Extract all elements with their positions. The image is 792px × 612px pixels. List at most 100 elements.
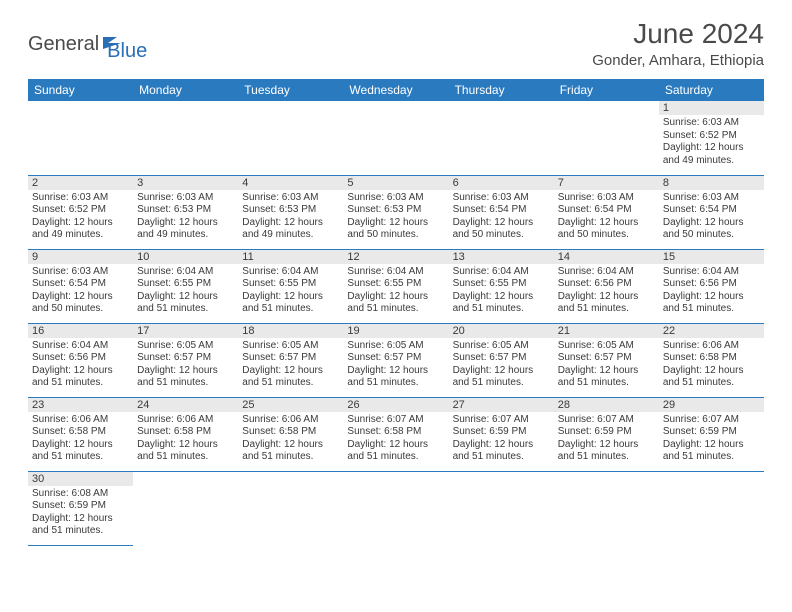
day-details: Sunrise: 6:05 AMSunset: 6:57 PMDaylight:…: [554, 338, 659, 393]
daylight-line: Daylight: 12 hours and 51 minutes.: [32, 365, 129, 390]
sunset-line: Sunset: 6:55 PM: [242, 278, 339, 291]
calendar-day-cell: 14Sunrise: 6:04 AMSunset: 6:56 PMDayligh…: [554, 249, 659, 323]
daylight-line: Daylight: 12 hours and 51 minutes.: [453, 365, 550, 390]
calendar-day-cell: 20Sunrise: 6:05 AMSunset: 6:57 PMDayligh…: [449, 323, 554, 397]
day-number: 17: [133, 324, 238, 338]
brand-part1: General: [28, 33, 99, 56]
sunset-line: Sunset: 6:57 PM: [137, 352, 234, 365]
sunrise-line: Sunrise: 6:04 AM: [453, 266, 550, 279]
sunset-line: Sunset: 6:57 PM: [347, 352, 444, 365]
sunrise-line: Sunrise: 6:05 AM: [347, 340, 444, 353]
calendar-day-cell: 10Sunrise: 6:04 AMSunset: 6:55 PMDayligh…: [133, 249, 238, 323]
day-details: Sunrise: 6:08 AMSunset: 6:59 PMDaylight:…: [28, 486, 133, 541]
page-title: June 2024: [592, 18, 764, 50]
sunrise-line: Sunrise: 6:03 AM: [663, 192, 760, 205]
calendar-day-cell: 17Sunrise: 6:05 AMSunset: 6:57 PMDayligh…: [133, 323, 238, 397]
day-number: 27: [449, 398, 554, 412]
sunrise-line: Sunrise: 6:04 AM: [663, 266, 760, 279]
calendar-day-cell: 22Sunrise: 6:06 AMSunset: 6:58 PMDayligh…: [659, 323, 764, 397]
sunset-line: Sunset: 6:57 PM: [558, 352, 655, 365]
daylight-line: Daylight: 12 hours and 51 minutes.: [242, 439, 339, 464]
weekday-header: Tuesday: [238, 79, 343, 101]
sunset-line: Sunset: 6:58 PM: [347, 426, 444, 439]
sunrise-line: Sunrise: 6:03 AM: [32, 192, 129, 205]
brand-part2: Blue: [107, 26, 147, 63]
day-number: 30: [28, 472, 133, 486]
day-details: Sunrise: 6:05 AMSunset: 6:57 PMDaylight:…: [238, 338, 343, 393]
day-number: 8: [659, 176, 764, 190]
day-details: Sunrise: 6:06 AMSunset: 6:58 PMDaylight:…: [133, 412, 238, 467]
sunset-line: Sunset: 6:55 PM: [347, 278, 444, 291]
calendar-day-cell: 16Sunrise: 6:04 AMSunset: 6:56 PMDayligh…: [28, 323, 133, 397]
calendar-empty-cell: [449, 471, 554, 545]
sunrise-line: Sunrise: 6:04 AM: [558, 266, 655, 279]
sunset-line: Sunset: 6:59 PM: [32, 500, 129, 513]
calendar-empty-cell: [659, 471, 764, 545]
calendar-day-cell: 13Sunrise: 6:04 AMSunset: 6:55 PMDayligh…: [449, 249, 554, 323]
day-number: 11: [238, 250, 343, 264]
sunrise-line: Sunrise: 6:07 AM: [453, 414, 550, 427]
daylight-line: Daylight: 12 hours and 51 minutes.: [137, 365, 234, 390]
day-details: Sunrise: 6:05 AMSunset: 6:57 PMDaylight:…: [343, 338, 448, 393]
sunrise-line: Sunrise: 6:03 AM: [32, 266, 129, 279]
day-number: 16: [28, 324, 133, 338]
daylight-line: Daylight: 12 hours and 51 minutes.: [558, 291, 655, 316]
calendar-empty-cell: [554, 101, 659, 175]
day-details: Sunrise: 6:04 AMSunset: 6:55 PMDaylight:…: [238, 264, 343, 319]
calendar-week-row: 30Sunrise: 6:08 AMSunset: 6:59 PMDayligh…: [28, 471, 764, 545]
day-number: 3: [133, 176, 238, 190]
day-details: Sunrise: 6:07 AMSunset: 6:58 PMDaylight:…: [343, 412, 448, 467]
day-number: 4: [238, 176, 343, 190]
day-details: Sunrise: 6:03 AMSunset: 6:54 PMDaylight:…: [449, 190, 554, 245]
day-number: 6: [449, 176, 554, 190]
sunrise-line: Sunrise: 6:03 AM: [663, 117, 760, 130]
calendar-empty-cell: [343, 471, 448, 545]
sunset-line: Sunset: 6:58 PM: [663, 352, 760, 365]
header: General Blue June 2024 Gonder, Amhara, E…: [0, 0, 792, 75]
day-number: 23: [28, 398, 133, 412]
daylight-line: Daylight: 12 hours and 49 minutes.: [242, 217, 339, 242]
sunrise-line: Sunrise: 6:05 AM: [453, 340, 550, 353]
location-text: Gonder, Amhara, Ethiopia: [592, 52, 764, 69]
calendar-empty-cell: [238, 471, 343, 545]
sunrise-line: Sunrise: 6:05 AM: [242, 340, 339, 353]
sunset-line: Sunset: 6:54 PM: [453, 204, 550, 217]
calendar-day-cell: 15Sunrise: 6:04 AMSunset: 6:56 PMDayligh…: [659, 249, 764, 323]
day-number: 28: [554, 398, 659, 412]
calendar-day-cell: 25Sunrise: 6:06 AMSunset: 6:58 PMDayligh…: [238, 397, 343, 471]
day-number: 26: [343, 398, 448, 412]
day-number: 9: [28, 250, 133, 264]
day-details: Sunrise: 6:04 AMSunset: 6:55 PMDaylight:…: [449, 264, 554, 319]
title-block: June 2024 Gonder, Amhara, Ethiopia: [592, 18, 764, 69]
sunrise-line: Sunrise: 6:06 AM: [137, 414, 234, 427]
sunset-line: Sunset: 6:58 PM: [242, 426, 339, 439]
sunrise-line: Sunrise: 6:08 AM: [32, 488, 129, 501]
day-details: Sunrise: 6:03 AMSunset: 6:52 PMDaylight:…: [28, 190, 133, 245]
sunset-line: Sunset: 6:57 PM: [242, 352, 339, 365]
weekday-header: Friday: [554, 79, 659, 101]
daylight-line: Daylight: 12 hours and 51 minutes.: [453, 291, 550, 316]
day-details: Sunrise: 6:03 AMSunset: 6:53 PMDaylight:…: [238, 190, 343, 245]
sunrise-line: Sunrise: 6:06 AM: [32, 414, 129, 427]
sunrise-line: Sunrise: 6:03 AM: [558, 192, 655, 205]
daylight-line: Daylight: 12 hours and 50 minutes.: [663, 217, 760, 242]
day-number: 14: [554, 250, 659, 264]
sunrise-line: Sunrise: 6:07 AM: [558, 414, 655, 427]
day-number: 10: [133, 250, 238, 264]
day-details: Sunrise: 6:05 AMSunset: 6:57 PMDaylight:…: [449, 338, 554, 393]
daylight-line: Daylight: 12 hours and 49 minutes.: [137, 217, 234, 242]
day-details: Sunrise: 6:03 AMSunset: 6:52 PMDaylight:…: [659, 115, 764, 170]
calendar-day-cell: 19Sunrise: 6:05 AMSunset: 6:57 PMDayligh…: [343, 323, 448, 397]
daylight-line: Daylight: 12 hours and 51 minutes.: [242, 365, 339, 390]
calendar-day-cell: 6Sunrise: 6:03 AMSunset: 6:54 PMDaylight…: [449, 175, 554, 249]
day-details: Sunrise: 6:03 AMSunset: 6:53 PMDaylight:…: [343, 190, 448, 245]
day-number: 15: [659, 250, 764, 264]
day-number: 7: [554, 176, 659, 190]
daylight-line: Daylight: 12 hours and 51 minutes.: [558, 439, 655, 464]
day-details: Sunrise: 6:03 AMSunset: 6:54 PMDaylight:…: [659, 190, 764, 245]
calendar-empty-cell: [449, 101, 554, 175]
weekday-row: SundayMondayTuesdayWednesdayThursdayFrid…: [28, 79, 764, 101]
sunset-line: Sunset: 6:52 PM: [32, 204, 129, 217]
day-details: Sunrise: 6:06 AMSunset: 6:58 PMDaylight:…: [28, 412, 133, 467]
sunrise-line: Sunrise: 6:03 AM: [347, 192, 444, 205]
